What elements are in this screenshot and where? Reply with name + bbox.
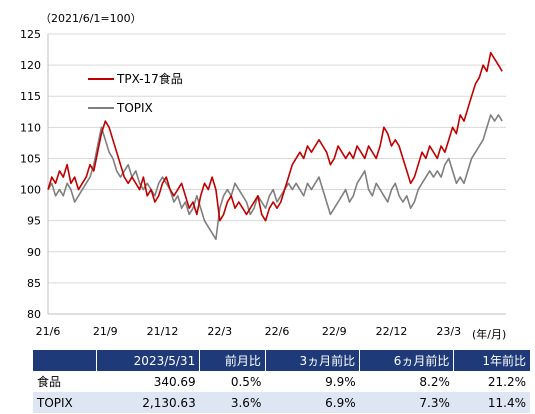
table-cell: 2,130.63 (96, 392, 200, 413)
series-line-topix (47, 114, 503, 241)
x-tick-label: 23/3 (436, 325, 461, 338)
table-cell: 3.6% (199, 392, 266, 413)
y-tick-label: 105 (20, 152, 41, 165)
table-header-cell: 前月比 (199, 350, 266, 371)
line-chart: （2021/6/1=100） 80 85 90 95 100 105 110 115 120 12… (20, 12, 506, 341)
series-line-tpx17-food (47, 51, 503, 222)
row-label: 食品 (33, 371, 97, 392)
y-tick-label: 110 (20, 121, 41, 134)
x-tick-label: 22/9 (322, 325, 347, 338)
table-cell: 21.2% (453, 371, 530, 392)
table-row: 食品 340.69 0.5% 9.9% 8.2% 21.2% (33, 371, 530, 392)
table-row: TOPIX 2,130.63 3.6% 6.9% 7.3% 11.4% (33, 392, 530, 413)
table-cell: 0.5% (199, 371, 266, 392)
y-tick-label: 115 (20, 90, 41, 103)
x-tick-label: 21/9 (93, 325, 118, 338)
y-gridlines (48, 33, 506, 315)
y-tick-label: 90 (27, 246, 41, 259)
row-label: TOPIX (33, 392, 97, 413)
table-cell: 6.9% (265, 392, 360, 413)
table-cell: 9.9% (265, 371, 360, 392)
table-header-cell: 1年前比 (453, 350, 530, 371)
y-tick-label: 100 (20, 184, 41, 197)
x-axis-ticks: 21/6 21/9 21/12 22/3 22/6 22/9 22/12 23/3 (36, 325, 461, 338)
chart-unit-label: （2021/6/1=100） (40, 12, 142, 25)
plot-area (47, 34, 506, 315)
table-header-cell: 6ヵ月前比 (359, 350, 455, 371)
table-header-cell: 2023/5/31 (96, 350, 201, 371)
x-tick-label: 22/3 (207, 325, 232, 338)
x-tick-label: 22/12 (376, 325, 408, 338)
table-header-cell (33, 350, 98, 371)
x-tick-label: 22/6 (265, 325, 290, 338)
y-tick-label: 85 (27, 277, 41, 290)
table-header-cell: 3ヵ月前比 (265, 350, 361, 371)
x-axis-unit-label: (年/月) (472, 327, 506, 341)
y-tick-label: 80 (27, 308, 41, 321)
table-cell: 7.3% (359, 392, 454, 413)
x-tick-label: 21/6 (36, 325, 61, 338)
table-cell: 8.2% (359, 371, 454, 392)
y-axis-ticks: 80 85 90 95 100 105 110 115 120 125 (20, 28, 41, 321)
table-cell: 11.4% (453, 392, 530, 413)
y-tick-label: 120 (20, 59, 41, 72)
series-lines (47, 51, 503, 241)
x-tick-label: 21/12 (147, 325, 179, 338)
y-tick-label: 95 (27, 215, 41, 228)
y-tick-label: 125 (20, 28, 41, 41)
table-cell: 340.69 (96, 371, 200, 392)
legend-label: TOPIX (116, 101, 153, 115)
table-header-row: 2023/5/31 前月比 3ヵ月前比 6ヵ月前比 1年前比 (33, 350, 530, 371)
summary-table: 2023/5/31 前月比 3ヵ月前比 6ヵ月前比 1年前比 食品 340.69… (33, 350, 530, 413)
chart-legend: TPX-17食品 TOPIX (88, 71, 183, 115)
legend-label: TPX-17食品 (116, 71, 183, 86)
